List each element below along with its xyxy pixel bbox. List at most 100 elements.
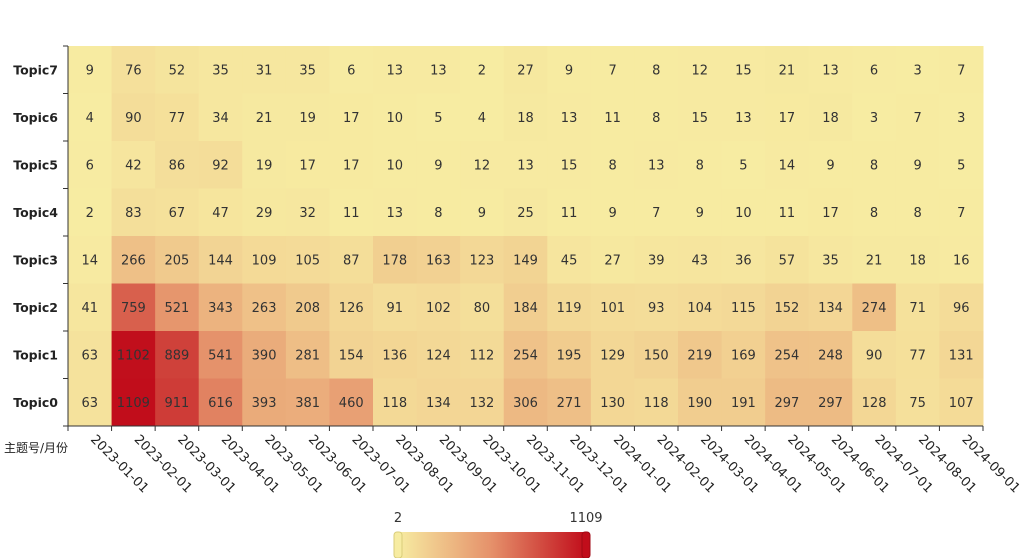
heatmap-cell[interactable] xyxy=(68,283,113,332)
heatmap-cell[interactable] xyxy=(198,236,243,284)
heatmap-cell[interactable] xyxy=(198,46,243,94)
heatmap-cell[interactable] xyxy=(590,283,635,332)
heatmap-cell[interactable] xyxy=(721,188,766,237)
heatmap-cell[interactable] xyxy=(590,141,635,189)
heatmap-cell[interactable] xyxy=(590,46,635,94)
heatmap-cell[interactable] xyxy=(285,188,330,237)
heatmap-cell[interactable] xyxy=(111,331,156,379)
heatmap-cell[interactable] xyxy=(547,141,592,189)
heatmap-cell[interactable] xyxy=(68,93,113,142)
visual-map-handle-max[interactable] xyxy=(581,531,591,558)
heatmap-cell[interactable] xyxy=(416,141,461,189)
heatmap-cell[interactable] xyxy=(503,46,548,94)
heatmap-cell[interactable] xyxy=(808,93,853,142)
heatmap-cell[interactable] xyxy=(678,141,723,189)
heatmap-cell[interactable] xyxy=(155,378,200,427)
heatmap-cell[interactable] xyxy=(852,188,897,237)
heatmap-cell[interactable] xyxy=(416,46,461,94)
heatmap-cell[interactable] xyxy=(939,46,984,94)
heatmap-cell[interactable] xyxy=(852,331,897,379)
heatmap-cell[interactable] xyxy=(547,46,592,94)
heatmap-cell[interactable] xyxy=(765,46,810,94)
heatmap-cell[interactable] xyxy=(503,378,548,427)
heatmap-cell[interactable] xyxy=(721,46,766,94)
heatmap-cell[interactable] xyxy=(155,93,200,142)
heatmap-cell[interactable] xyxy=(547,378,592,427)
heatmap-cell[interactable] xyxy=(329,283,374,332)
heatmap-cell[interactable] xyxy=(329,46,374,94)
visual-map[interactable]: 2 1109 xyxy=(393,511,603,558)
heatmap-cell[interactable] xyxy=(68,378,113,427)
heatmap-cell[interactable] xyxy=(590,331,635,379)
heatmap-cell[interactable] xyxy=(939,331,984,379)
heatmap-cell[interactable] xyxy=(155,331,200,379)
heatmap-cell[interactable] xyxy=(285,378,330,427)
heatmap-cell[interactable] xyxy=(634,141,679,189)
heatmap-cell[interactable] xyxy=(460,141,505,189)
heatmap-cell[interactable] xyxy=(416,93,461,142)
heatmap-cell[interactable] xyxy=(590,93,635,142)
heatmap-cell[interactable] xyxy=(808,236,853,284)
heatmap-cell[interactable] xyxy=(852,378,897,427)
heatmap-cell[interactable] xyxy=(373,188,418,237)
heatmap-cell[interactable] xyxy=(721,93,766,142)
heatmap-cell[interactable] xyxy=(329,93,374,142)
heatmap-cell[interactable] xyxy=(721,378,766,427)
heatmap-cell[interactable] xyxy=(808,378,853,427)
heatmap-cell[interactable] xyxy=(721,141,766,189)
heatmap-cell[interactable] xyxy=(503,93,548,142)
heatmap-cell[interactable] xyxy=(68,46,113,94)
heatmap-cell[interactable] xyxy=(416,283,461,332)
heatmap-cell[interactable] xyxy=(68,236,113,284)
heatmap-cell[interactable] xyxy=(329,141,374,189)
heatmap-cell[interactable] xyxy=(678,93,723,142)
heatmap-cell[interactable] xyxy=(721,283,766,332)
heatmap-cell[interactable] xyxy=(590,378,635,427)
heatmap-cell[interactable] xyxy=(373,46,418,94)
heatmap-cell[interactable] xyxy=(678,283,723,332)
heatmap-cell[interactable] xyxy=(198,378,243,427)
heatmap-cell[interactable] xyxy=(416,331,461,379)
heatmap-cell[interactable] xyxy=(634,283,679,332)
heatmap-cell[interactable] xyxy=(765,236,810,284)
heatmap-cell[interactable] xyxy=(416,188,461,237)
heatmap-cell[interactable] xyxy=(547,283,592,332)
heatmap-cell[interactable] xyxy=(155,46,200,94)
heatmap-cell[interactable] xyxy=(285,236,330,284)
heatmap-cell[interactable] xyxy=(416,236,461,284)
visual-map-bar[interactable] xyxy=(398,532,586,558)
heatmap-cell[interactable] xyxy=(155,188,200,237)
heatmap-cell[interactable] xyxy=(808,331,853,379)
heatmap-cell[interactable] xyxy=(939,93,984,142)
heatmap-cell[interactable] xyxy=(373,331,418,379)
heatmap-cell[interactable] xyxy=(155,283,200,332)
heatmap-cell[interactable] xyxy=(678,46,723,94)
heatmap-cell[interactable] xyxy=(460,378,505,427)
heatmap-cell[interactable] xyxy=(547,93,592,142)
heatmap-cell[interactable] xyxy=(939,236,984,284)
heatmap-cell[interactable] xyxy=(721,331,766,379)
heatmap-cell[interactable] xyxy=(460,283,505,332)
heatmap-cell[interactable] xyxy=(242,141,287,189)
heatmap-cell[interactable] xyxy=(111,93,156,142)
heatmap-cell[interactable] xyxy=(547,331,592,379)
heatmap-cell[interactable] xyxy=(503,331,548,379)
heatmap-cell[interactable] xyxy=(198,188,243,237)
heatmap-cell[interactable] xyxy=(895,46,940,94)
heatmap-cell[interactable] xyxy=(852,141,897,189)
heatmap-cell[interactable] xyxy=(460,236,505,284)
heatmap-cell[interactable] xyxy=(111,188,156,237)
heatmap-cell[interactable] xyxy=(155,141,200,189)
heatmap-cell[interactable] xyxy=(590,236,635,284)
heatmap-cell[interactable] xyxy=(939,141,984,189)
heatmap-cell[interactable] xyxy=(503,141,548,189)
heatmap-cell[interactable] xyxy=(503,188,548,237)
heatmap-cell[interactable] xyxy=(285,141,330,189)
heatmap-cell[interactable] xyxy=(721,236,766,284)
heatmap-cell[interactable] xyxy=(242,378,287,427)
heatmap-cell[interactable] xyxy=(895,93,940,142)
heatmap-cell[interactable] xyxy=(765,141,810,189)
heatmap-cell[interactable] xyxy=(242,283,287,332)
heatmap-cell[interactable] xyxy=(198,331,243,379)
heatmap-cell[interactable] xyxy=(852,283,897,332)
